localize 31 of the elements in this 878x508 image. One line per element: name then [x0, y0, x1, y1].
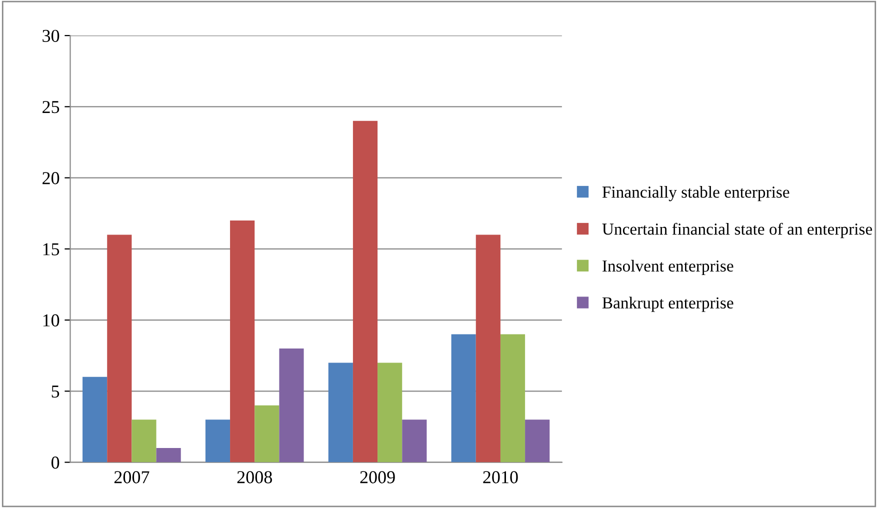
- legend-label: Bankrupt enterprise: [602, 296, 734, 312]
- bar: [525, 420, 550, 462]
- x-tick-label: 2008: [237, 471, 272, 484]
- y-tick-label: 20: [42, 172, 60, 184]
- bar: [279, 348, 304, 462]
- bar: [205, 420, 230, 462]
- bar: [132, 420, 156, 462]
- legend-label: Uncertain financial state of an enterprise: [602, 222, 872, 238]
- bar: [476, 234, 500, 462]
- bar: [107, 234, 132, 462]
- legend-label: Financially stable enterprise: [602, 186, 790, 202]
- y-tick-label: 5: [52, 386, 60, 398]
- y-tick-label: 15: [43, 243, 60, 256]
- bar: [378, 362, 402, 462]
- bar: [500, 334, 526, 462]
- legend-label: Insolvent enterprise: [602, 260, 734, 276]
- bar: [254, 405, 280, 462]
- bar: [451, 334, 476, 462]
- y-tick-label: 10: [43, 314, 60, 326]
- y-tick-label: 30: [42, 30, 60, 42]
- x-tick-label: 2007: [114, 471, 150, 484]
- y-tick-label: 0: [51, 456, 60, 469]
- bar: [402, 420, 427, 462]
- x-tick-label: 2009: [360, 471, 395, 484]
- bar: [352, 120, 378, 462]
- bar: [82, 376, 108, 462]
- bar: [328, 362, 353, 462]
- y-tick-label: 25: [42, 100, 60, 114]
- x-tick-label: 2010: [483, 471, 518, 484]
- bar: [156, 448, 181, 462]
- bar: [230, 220, 255, 462]
